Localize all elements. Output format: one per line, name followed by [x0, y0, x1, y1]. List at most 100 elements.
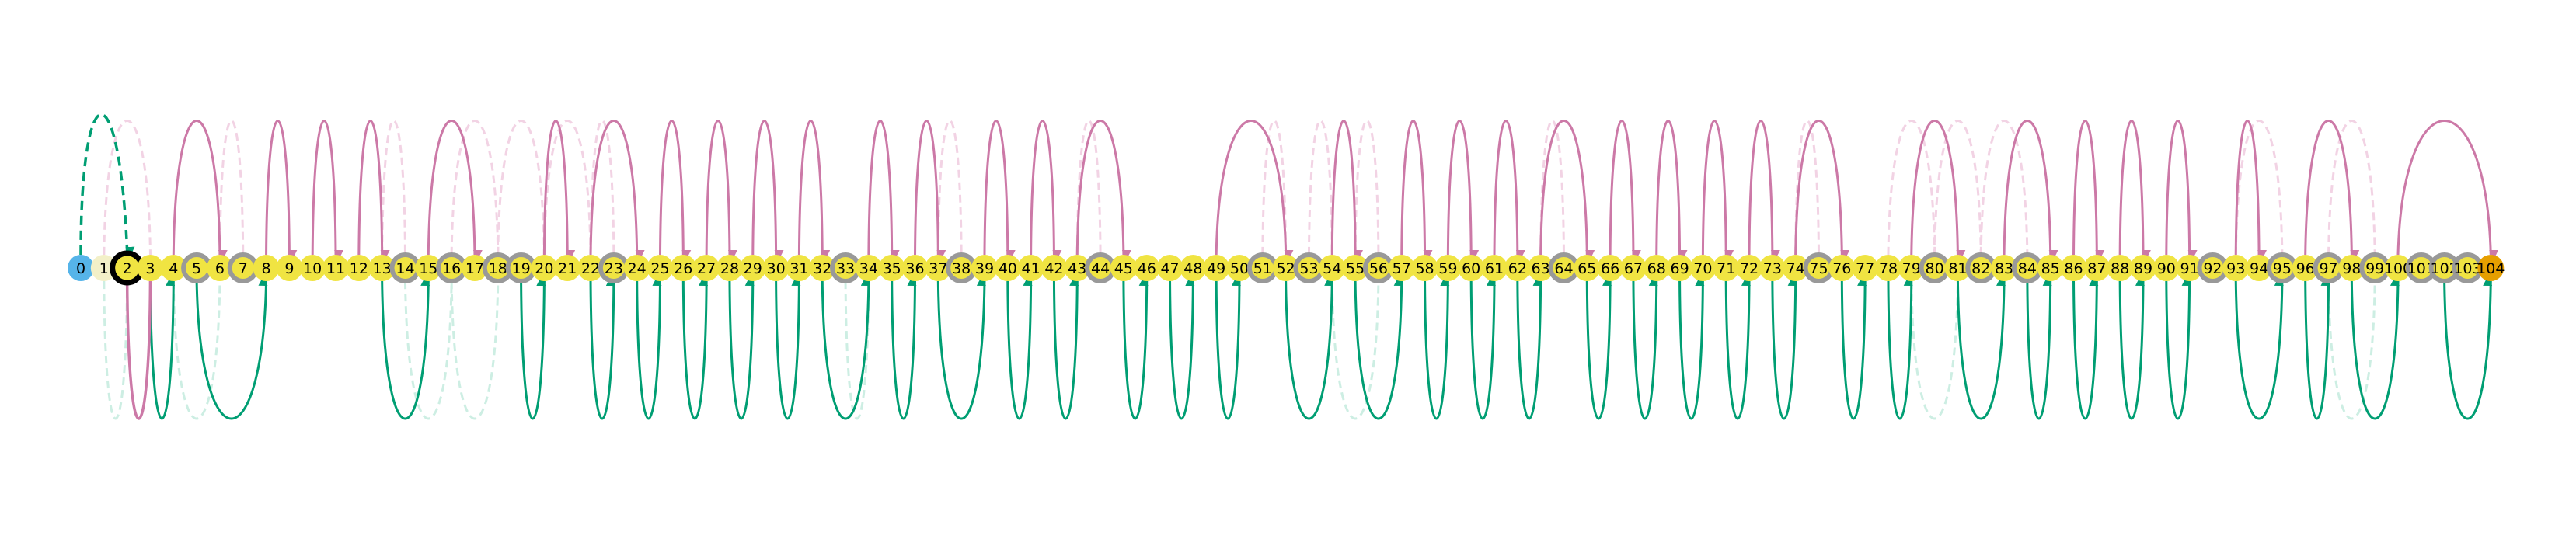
- bottom-edge-13-15: [381, 276, 430, 420]
- bottom-edge-73-74: [1771, 276, 1797, 420]
- bottom-edge-84-85: [2026, 276, 2052, 420]
- node-51: 51: [1246, 252, 1278, 283]
- node-circle-22: [577, 255, 605, 281]
- node-circle-67: [1619, 255, 1647, 281]
- node-circle-86: [2060, 255, 2087, 281]
- node-label-100: 100: [2384, 260, 2412, 277]
- node-circle-66: [1597, 255, 1624, 281]
- node-19: 19: [505, 252, 537, 283]
- node-circle-87: [2083, 255, 2111, 281]
- top-edge-49-52: [1215, 120, 1294, 259]
- node-circle-90: [2152, 255, 2180, 281]
- node-label-80: 80: [1926, 260, 1944, 277]
- node-circle-35: [878, 255, 905, 281]
- bottom-edge-32-34: [821, 276, 870, 420]
- faint-bottom-edge-79-81: [1910, 280, 1959, 420]
- node-label-4: 4: [169, 260, 178, 277]
- node-64: 64: [1548, 252, 1580, 283]
- node-98: 98: [2338, 255, 2365, 281]
- node-circle-81: [1944, 255, 1971, 281]
- node-67: 67: [1619, 255, 1647, 281]
- node-label-71: 71: [1717, 260, 1735, 277]
- node-label-17: 17: [465, 260, 484, 277]
- node-circle-91: [2176, 255, 2203, 281]
- node-circle-12: [345, 255, 372, 281]
- node-83: 83: [1991, 255, 2018, 281]
- node-circle-48: [1180, 255, 1207, 281]
- node-label-79: 79: [1902, 260, 1921, 277]
- node-label-3: 3: [145, 260, 155, 277]
- node-label-10: 10: [303, 260, 322, 277]
- node-circle-57: [1388, 255, 1415, 281]
- faint-bottom-edge-4-6: [172, 280, 221, 420]
- bottom-edge-102-104: [2443, 276, 2493, 420]
- bottom-edge-76-77: [1840, 276, 1867, 420]
- node-label-95: 95: [2273, 260, 2292, 277]
- node-76: 76: [1828, 255, 1856, 281]
- node-label-76: 76: [1832, 260, 1851, 277]
- node-52: 52: [1272, 255, 1299, 281]
- node-15: 15: [415, 255, 442, 281]
- node-label-21: 21: [558, 260, 577, 277]
- node-81: 81: [1944, 255, 1971, 281]
- bottom-edge-67-68: [1632, 276, 1658, 420]
- node-circle-37: [925, 255, 952, 281]
- node-circle-94: [2246, 255, 2273, 281]
- node-label-18: 18: [489, 260, 507, 277]
- node-label-52: 52: [1277, 260, 1295, 277]
- node-55: 55: [1342, 255, 1369, 281]
- top-edge-10-11: [311, 120, 343, 259]
- node-circle-50: [1226, 255, 1253, 281]
- faint-top-edge-6-7: [218, 120, 245, 256]
- node-label-96: 96: [2296, 260, 2315, 277]
- node-label-41: 41: [1022, 260, 1041, 277]
- faint-top-edge-80-82: [1933, 120, 1982, 256]
- node-label-60: 60: [1462, 260, 1480, 277]
- node-38: 38: [946, 252, 978, 283]
- node-22: 22: [577, 255, 605, 281]
- node-label-59: 59: [1438, 260, 1457, 277]
- node-78: 78: [1874, 255, 1901, 281]
- node-3: 3: [137, 255, 164, 281]
- node-circle-24: [623, 255, 650, 281]
- node-circle-1: [90, 255, 117, 281]
- node-circle-3: [137, 255, 164, 281]
- node-circle-9: [276, 255, 303, 281]
- node-label-31: 31: [790, 260, 808, 277]
- bottom-edge-30-31: [775, 276, 801, 420]
- node-label-58: 58: [1415, 260, 1434, 277]
- node-label-16: 16: [442, 260, 461, 277]
- node-label-29: 29: [744, 260, 762, 277]
- faint-bottom-edge-16-18: [450, 280, 500, 420]
- node-24: 24: [623, 255, 650, 281]
- node-circle-32: [809, 255, 836, 281]
- faint-top-edge-78-80: [1887, 120, 1936, 256]
- top-edge-43-45: [1075, 120, 1131, 259]
- node-label-39: 39: [975, 260, 994, 277]
- node-label-25: 25: [650, 260, 669, 277]
- node-label-22: 22: [581, 260, 600, 277]
- node-74: 74: [1782, 255, 1809, 281]
- top-edge-29-30: [751, 120, 784, 259]
- node-30: 30: [762, 255, 790, 281]
- node-label-27: 27: [697, 260, 716, 277]
- node-63: 63: [1527, 255, 1554, 281]
- node-circle-29: [739, 255, 766, 281]
- node-label-42: 42: [1044, 260, 1063, 277]
- faint-top-edge-13-14: [381, 120, 406, 256]
- node-93: 93: [2222, 255, 2250, 281]
- node-65: 65: [1574, 255, 1601, 281]
- node-50: 50: [1226, 255, 1253, 281]
- top-edge-79-81: [1910, 120, 1966, 259]
- node-circle-36: [901, 255, 929, 281]
- node-circle-58: [1411, 255, 1438, 281]
- node-circle-26: [670, 255, 697, 281]
- node-104: 104: [2477, 255, 2505, 281]
- node-0: 0: [68, 255, 94, 281]
- node-61: 61: [1481, 255, 1508, 281]
- node-4: 4: [160, 255, 187, 281]
- node-69: 69: [1666, 255, 1693, 281]
- node-label-72: 72: [1740, 260, 1759, 277]
- node-35: 35: [878, 255, 905, 281]
